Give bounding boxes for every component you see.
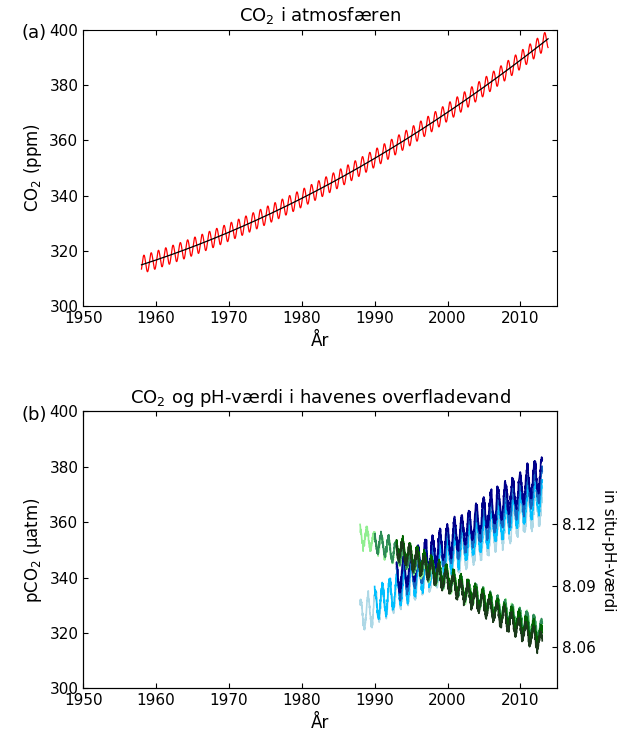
X-axis label: År: År bbox=[311, 332, 329, 350]
Title: CO$_2$ og pH-værdi i havenes overfladevand: CO$_2$ og pH-værdi i havenes overfladeva… bbox=[129, 387, 511, 409]
Text: (a): (a) bbox=[22, 24, 47, 42]
Y-axis label: in situ-pH-værdi: in situ-pH-værdi bbox=[602, 488, 616, 611]
Text: (b): (b) bbox=[22, 406, 47, 424]
Title: CO$_2$ i atmosfæren: CO$_2$ i atmosfæren bbox=[239, 5, 401, 26]
X-axis label: År: År bbox=[311, 713, 329, 732]
Y-axis label: pCO$_2$ (μatm): pCO$_2$ (μatm) bbox=[22, 497, 44, 602]
Y-axis label: CO$_2$ (ppm): CO$_2$ (ppm) bbox=[22, 124, 44, 212]
